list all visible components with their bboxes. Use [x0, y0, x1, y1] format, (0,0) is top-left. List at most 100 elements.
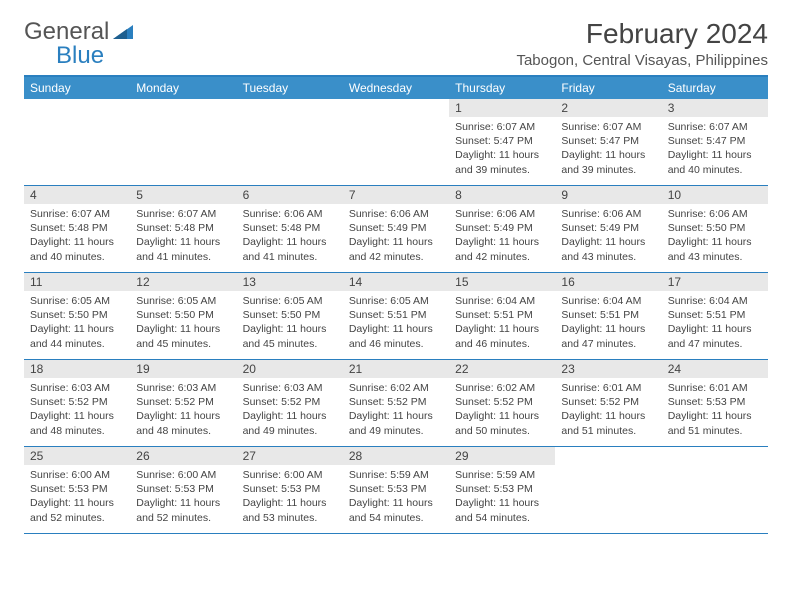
day-number: 15: [449, 273, 555, 291]
day-details: Sunrise: 6:06 AMSunset: 5:48 PMDaylight:…: [237, 204, 343, 268]
day-details: Sunrise: 6:05 AMSunset: 5:50 PMDaylight:…: [130, 291, 236, 355]
day-details: Sunrise: 6:06 AMSunset: 5:49 PMDaylight:…: [449, 204, 555, 268]
day-cell: 9Sunrise: 6:06 AMSunset: 5:49 PMDaylight…: [555, 186, 661, 272]
day-details: Sunrise: 6:04 AMSunset: 5:51 PMDaylight:…: [449, 291, 555, 355]
day-number: 28: [343, 447, 449, 465]
day-cell: [237, 99, 343, 185]
day-number: [555, 447, 661, 465]
day-number: 23: [555, 360, 661, 378]
day-cell: [662, 447, 768, 533]
day-cell: 28Sunrise: 5:59 AMSunset: 5:53 PMDayligh…: [343, 447, 449, 533]
day-number: 29: [449, 447, 555, 465]
day-cell: 24Sunrise: 6:01 AMSunset: 5:53 PMDayligh…: [662, 360, 768, 446]
day-cell: 1Sunrise: 6:07 AMSunset: 5:47 PMDaylight…: [449, 99, 555, 185]
day-details: Sunrise: 5:59 AMSunset: 5:53 PMDaylight:…: [343, 465, 449, 529]
week-row: 1Sunrise: 6:07 AMSunset: 5:47 PMDaylight…: [24, 99, 768, 186]
day-cell: 15Sunrise: 6:04 AMSunset: 5:51 PMDayligh…: [449, 273, 555, 359]
day-number: 1: [449, 99, 555, 117]
day-number: 26: [130, 447, 236, 465]
day-number: 17: [662, 273, 768, 291]
weekday-header: Thursday: [449, 77, 555, 99]
week-row: 11Sunrise: 6:05 AMSunset: 5:50 PMDayligh…: [24, 273, 768, 360]
day-details: Sunrise: 6:00 AMSunset: 5:53 PMDaylight:…: [24, 465, 130, 529]
day-details: Sunrise: 6:06 AMSunset: 5:49 PMDaylight:…: [343, 204, 449, 268]
day-details: Sunrise: 6:04 AMSunset: 5:51 PMDaylight:…: [662, 291, 768, 355]
day-details: Sunrise: 6:07 AMSunset: 5:48 PMDaylight:…: [130, 204, 236, 268]
weekday-header: Tuesday: [237, 77, 343, 99]
day-cell: 25Sunrise: 6:00 AMSunset: 5:53 PMDayligh…: [24, 447, 130, 533]
day-cell: 26Sunrise: 6:00 AMSunset: 5:53 PMDayligh…: [130, 447, 236, 533]
week-row: 25Sunrise: 6:00 AMSunset: 5:53 PMDayligh…: [24, 447, 768, 534]
day-cell: 27Sunrise: 6:00 AMSunset: 5:53 PMDayligh…: [237, 447, 343, 533]
day-cell: [555, 447, 661, 533]
day-cell: 20Sunrise: 6:03 AMSunset: 5:52 PMDayligh…: [237, 360, 343, 446]
day-number: 18: [24, 360, 130, 378]
day-number: [130, 99, 236, 117]
weekday-header: Sunday: [24, 77, 130, 99]
day-cell: 8Sunrise: 6:06 AMSunset: 5:49 PMDaylight…: [449, 186, 555, 272]
day-cell: 12Sunrise: 6:05 AMSunset: 5:50 PMDayligh…: [130, 273, 236, 359]
day-cell: 14Sunrise: 6:05 AMSunset: 5:51 PMDayligh…: [343, 273, 449, 359]
day-number: 10: [662, 186, 768, 204]
day-cell: 11Sunrise: 6:05 AMSunset: 5:50 PMDayligh…: [24, 273, 130, 359]
day-cell: 2Sunrise: 6:07 AMSunset: 5:47 PMDaylight…: [555, 99, 661, 185]
day-details: Sunrise: 6:01 AMSunset: 5:53 PMDaylight:…: [662, 378, 768, 442]
day-number: 7: [343, 186, 449, 204]
logo-triangle-icon: [113, 23, 133, 44]
day-details: Sunrise: 6:02 AMSunset: 5:52 PMDaylight:…: [343, 378, 449, 442]
weekday-header-row: SundayMondayTuesdayWednesdayThursdayFrid…: [24, 77, 768, 99]
day-number: 4: [24, 186, 130, 204]
day-number: 20: [237, 360, 343, 378]
day-number: 12: [130, 273, 236, 291]
day-cell: 21Sunrise: 6:02 AMSunset: 5:52 PMDayligh…: [343, 360, 449, 446]
day-details: Sunrise: 6:01 AMSunset: 5:52 PMDaylight:…: [555, 378, 661, 442]
day-details: Sunrise: 6:07 AMSunset: 5:47 PMDaylight:…: [449, 117, 555, 181]
month-title: February 2024: [516, 18, 768, 50]
day-number: 8: [449, 186, 555, 204]
day-details: Sunrise: 6:07 AMSunset: 5:47 PMDaylight:…: [555, 117, 661, 181]
day-cell: [343, 99, 449, 185]
day-cell: [24, 99, 130, 185]
day-cell: 23Sunrise: 6:01 AMSunset: 5:52 PMDayligh…: [555, 360, 661, 446]
day-cell: 10Sunrise: 6:06 AMSunset: 5:50 PMDayligh…: [662, 186, 768, 272]
day-cell: 6Sunrise: 6:06 AMSunset: 5:48 PMDaylight…: [237, 186, 343, 272]
day-number: [343, 99, 449, 117]
day-number: [662, 447, 768, 465]
title-block: February 2024 Tabogon, Central Visayas, …: [516, 18, 768, 69]
day-details: Sunrise: 6:03 AMSunset: 5:52 PMDaylight:…: [24, 378, 130, 442]
day-details: Sunrise: 6:05 AMSunset: 5:50 PMDaylight:…: [237, 291, 343, 355]
day-details: Sunrise: 6:07 AMSunset: 5:47 PMDaylight:…: [662, 117, 768, 181]
day-details: Sunrise: 6:00 AMSunset: 5:53 PMDaylight:…: [130, 465, 236, 529]
day-number: 6: [237, 186, 343, 204]
day-number: 16: [555, 273, 661, 291]
day-details: Sunrise: 6:03 AMSunset: 5:52 PMDaylight:…: [130, 378, 236, 442]
day-cell: 5Sunrise: 6:07 AMSunset: 5:48 PMDaylight…: [130, 186, 236, 272]
day-details: Sunrise: 6:00 AMSunset: 5:53 PMDaylight:…: [237, 465, 343, 529]
day-details: Sunrise: 6:04 AMSunset: 5:51 PMDaylight:…: [555, 291, 661, 355]
day-cell: 29Sunrise: 5:59 AMSunset: 5:53 PMDayligh…: [449, 447, 555, 533]
weekday-header: Wednesday: [343, 77, 449, 99]
day-details: Sunrise: 6:05 AMSunset: 5:50 PMDaylight:…: [24, 291, 130, 355]
day-details: Sunrise: 6:06 AMSunset: 5:49 PMDaylight:…: [555, 204, 661, 268]
day-cell: 17Sunrise: 6:04 AMSunset: 5:51 PMDayligh…: [662, 273, 768, 359]
weekday-header: Friday: [555, 77, 661, 99]
header: General February 2024 Tabogon, Central V…: [24, 18, 768, 69]
day-number: 14: [343, 273, 449, 291]
day-number: 5: [130, 186, 236, 204]
weekday-header: Saturday: [662, 77, 768, 99]
day-number: 2: [555, 99, 661, 117]
day-number: 24: [662, 360, 768, 378]
day-cell: 18Sunrise: 6:03 AMSunset: 5:52 PMDayligh…: [24, 360, 130, 446]
day-cell: 16Sunrise: 6:04 AMSunset: 5:51 PMDayligh…: [555, 273, 661, 359]
calendar: SundayMondayTuesdayWednesdayThursdayFrid…: [24, 75, 768, 534]
day-number: 19: [130, 360, 236, 378]
day-number: 27: [237, 447, 343, 465]
day-number: [237, 99, 343, 117]
day-cell: 13Sunrise: 6:05 AMSunset: 5:50 PMDayligh…: [237, 273, 343, 359]
day-number: 3: [662, 99, 768, 117]
day-number: 11: [24, 273, 130, 291]
logo-blue-wrap: Blue: [56, 42, 104, 70]
weekday-header: Monday: [130, 77, 236, 99]
day-cell: [130, 99, 236, 185]
week-row: 4Sunrise: 6:07 AMSunset: 5:48 PMDaylight…: [24, 186, 768, 273]
